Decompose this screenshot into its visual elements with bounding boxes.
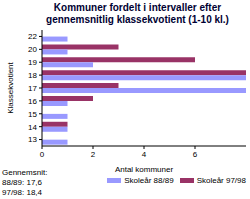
svg-text:14: 14 [28,123,37,132]
svg-text:13: 13 [28,135,37,144]
svg-text:16: 16 [28,97,37,106]
svg-text:20: 20 [28,45,37,54]
svg-text:2: 2 [91,150,96,159]
svg-text:15: 15 [28,110,37,119]
svg-text:22: 22 [28,32,37,41]
html-text:97/98: 18,4: 97/98: 18,4 [2,188,42,197]
svg-text:6: 6 [193,150,198,159]
svg-text:Antal kommuner: Antal kommuner [115,165,174,172]
svg-text:18: 18 [28,71,37,80]
svg-text:0: 0 [40,150,45,159]
svg-text:Klassekvotient: Klassekvotient [8,61,15,113]
html-text:Skoleår 88/89: Skoleår 88/89 [124,176,174,185]
html-text:Kommuner fordelt i intervaller: Kommuner fordelt i intervaller efter gen… [46,2,229,25]
html-text:Gennemsnit:: Gennemsnit: [2,168,48,177]
html-text:Skoleår 97/98: Skoleår 97/98 [196,176,246,185]
html-text:88/89: 17,6: 88/89: 17,6 [2,178,42,187]
svg-text:19: 19 [28,58,37,67]
svg-text:17: 17 [28,84,37,93]
svg-text:4: 4 [142,150,147,159]
